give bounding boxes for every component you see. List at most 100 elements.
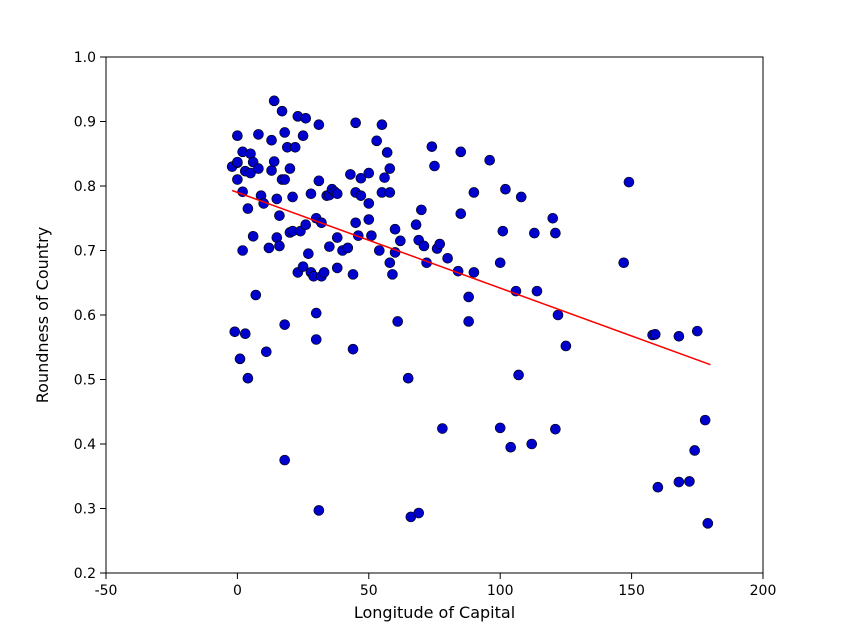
scatter-point: [351, 118, 361, 128]
y-tick-label: 0.8: [74, 179, 96, 195]
scatter-point: [277, 106, 287, 116]
scatter-point: [240, 329, 250, 339]
y-tick-label: 0.2: [74, 566, 96, 582]
scatter-point: [232, 131, 242, 141]
y-tick-label: 0.9: [74, 115, 96, 131]
scatter-point: [267, 166, 277, 176]
scatter-point: [395, 236, 405, 246]
scatter-point: [382, 147, 392, 157]
scatter-point: [251, 290, 261, 300]
scatter-point: [498, 226, 508, 236]
scatter-point: [280, 175, 290, 185]
scatter-point: [248, 231, 258, 241]
scatter-point: [532, 286, 542, 296]
scatter-point: [464, 316, 474, 326]
x-tick-label: 0: [233, 583, 242, 599]
scatter-point: [548, 213, 558, 223]
scatter-point: [416, 205, 426, 215]
scatter-point: [243, 204, 253, 214]
scatter-point: [374, 246, 384, 256]
scatter-point: [290, 142, 300, 152]
scatter-point: [364, 198, 374, 208]
scatter-point: [264, 243, 274, 253]
scatter-point: [529, 228, 539, 238]
scatter-point: [319, 267, 329, 277]
scatter-point: [516, 192, 526, 202]
scatter-point: [553, 310, 563, 320]
scatter-point: [650, 329, 660, 339]
scatter-point: [561, 341, 571, 351]
scatter-point: [261, 347, 271, 357]
scatter-point: [314, 505, 324, 515]
scatter-point: [619, 258, 629, 268]
scatter-chart: -500501001502000.20.30.40.50.60.70.80.91…: [0, 0, 848, 643]
scatter-point: [500, 184, 510, 194]
scatter-point: [306, 189, 316, 199]
scatter-point: [385, 164, 395, 174]
scatter-point: [403, 373, 413, 383]
scatter-point: [345, 169, 355, 179]
scatter-point: [332, 263, 342, 273]
x-tick-label: 50: [360, 583, 378, 599]
scatter-point: [387, 269, 397, 279]
scatter-point: [385, 258, 395, 268]
y-tick-label: 1.0: [74, 50, 96, 66]
scatter-point: [684, 476, 694, 486]
scatter-point: [514, 370, 524, 380]
scatter-point: [274, 211, 284, 221]
scatter-point: [288, 192, 298, 202]
x-tick-label: -50: [95, 583, 118, 599]
scatter-point: [430, 161, 440, 171]
scatter-point: [703, 518, 713, 528]
scatter-point: [624, 177, 634, 187]
scatter-point: [285, 164, 295, 174]
scatter-point: [495, 258, 505, 268]
scatter-point: [411, 220, 421, 230]
scatter-point: [485, 155, 495, 165]
scatter-point: [272, 194, 282, 204]
scatter-point: [303, 249, 313, 259]
scatter-point: [390, 224, 400, 234]
scatter-point: [674, 477, 684, 487]
scatter-point: [550, 228, 560, 238]
x-tick-label: 150: [618, 583, 645, 599]
scatter-point: [243, 373, 253, 383]
scatter-point: [280, 127, 290, 137]
scatter-point: [414, 508, 424, 518]
y-tick-label: 0.7: [74, 244, 96, 260]
scatter-point: [311, 308, 321, 318]
scatter-point: [364, 168, 374, 178]
scatter-point: [301, 220, 311, 230]
scatter-point: [427, 142, 437, 152]
scatter-point: [235, 354, 245, 364]
scatter-point: [385, 187, 395, 197]
scatter-point: [238, 246, 248, 256]
scatter-point: [495, 423, 505, 433]
scatter-point: [372, 136, 382, 146]
scatter-point: [280, 455, 290, 465]
scatter-point: [692, 326, 702, 336]
scatter-point: [456, 209, 466, 219]
scatter-point: [269, 156, 279, 166]
y-tick-label: 0.6: [74, 308, 96, 324]
scatter-point: [690, 445, 700, 455]
scatter-point: [324, 242, 334, 252]
scatter-point: [232, 157, 242, 167]
scatter-point: [332, 233, 342, 243]
scatter-point: [314, 176, 324, 186]
scatter-point: [469, 187, 479, 197]
scatter-point: [393, 316, 403, 326]
scatter-point: [253, 164, 263, 174]
scatter-point: [653, 482, 663, 492]
y-tick-label: 0.5: [74, 373, 96, 389]
x-axis-label: Longitude of Capital: [354, 603, 515, 622]
scatter-point: [443, 253, 453, 263]
scatter-point: [348, 269, 358, 279]
scatter-point: [527, 439, 537, 449]
y-axis-label: Roundness of Country: [33, 227, 52, 403]
x-tick-label: 200: [750, 583, 777, 599]
scatter-point: [419, 241, 429, 251]
scatter-point: [230, 327, 240, 337]
scatter-point: [311, 335, 321, 345]
scatter-point: [301, 113, 311, 123]
